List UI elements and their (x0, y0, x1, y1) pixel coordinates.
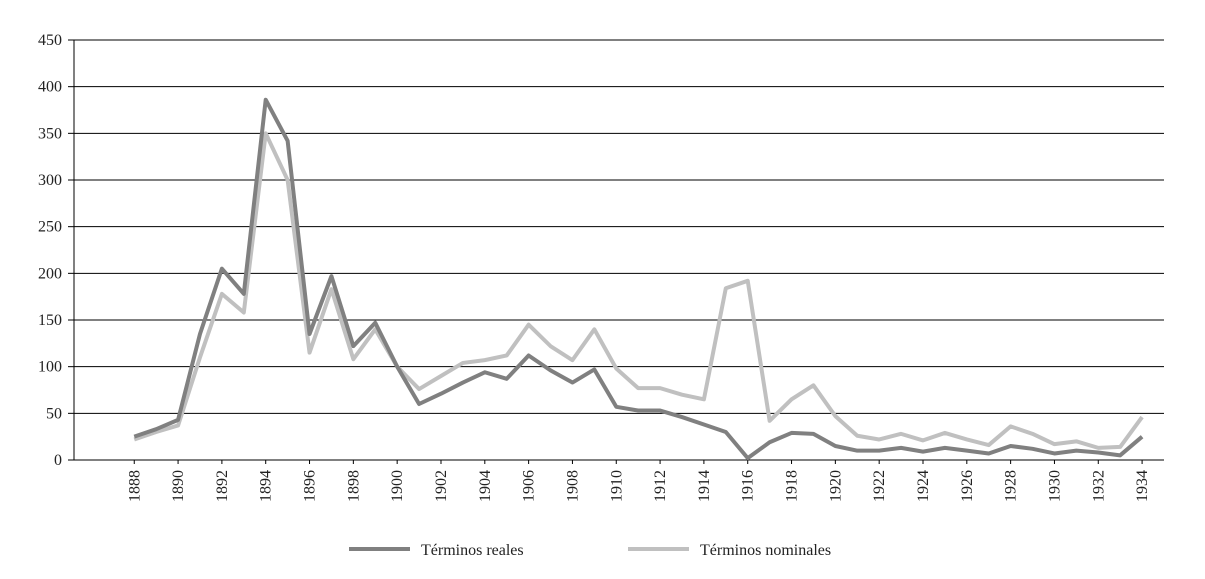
x-tick-label: 1894 (258, 470, 275, 502)
x-tick-label: 1890 (170, 470, 187, 502)
x-tick-label: 1898 (345, 470, 362, 502)
x-tick-label: 1934 (1134, 470, 1151, 502)
y-tick-label: 350 (38, 125, 62, 142)
x-tick-label: 1916 (740, 470, 757, 502)
x-tick-label: 1892 (214, 470, 231, 502)
x-tick-label: 1902 (433, 470, 450, 502)
legend-label: Términos nominales (700, 542, 831, 559)
y-tick-label: 50 (46, 405, 62, 422)
x-tick-label: 1924 (915, 470, 932, 502)
y-tick-label: 0 (54, 452, 62, 469)
y-tick-label: 100 (38, 359, 62, 376)
x-tick-label: 1920 (827, 470, 844, 502)
x-tick-label: 1932 (1090, 470, 1107, 502)
x-tick-label: 1900 (389, 470, 406, 502)
x-tick-label: 1930 (1046, 470, 1063, 502)
x-tick-label: 1910 (608, 470, 625, 502)
y-tick-label: 200 (38, 265, 62, 282)
y-tick-label: 450 (38, 32, 62, 49)
y-tick-label: 250 (38, 219, 62, 236)
y-tick-label: 300 (38, 172, 62, 189)
legend-label: Términos reales (421, 542, 524, 559)
series-line (133, 131, 1144, 450)
x-tick-label: 1904 (477, 470, 494, 502)
x-tick-label: 1888 (126, 470, 143, 502)
x-tick-label: 1908 (564, 470, 581, 502)
y-tick-label: 400 (38, 79, 62, 96)
x-tick-label: 1922 (871, 470, 888, 502)
x-tick-label: 1896 (302, 470, 319, 502)
x-tick-label: 1926 (959, 470, 976, 502)
x-tick-label: 1906 (521, 470, 538, 502)
x-tick-label: 1918 (784, 470, 801, 502)
x-tick-label: 1928 (1003, 470, 1020, 502)
x-tick-label: 1912 (652, 470, 669, 502)
x-tick-label: 1914 (696, 470, 713, 502)
series-line (133, 97, 1144, 461)
y-tick-label: 150 (38, 312, 62, 329)
